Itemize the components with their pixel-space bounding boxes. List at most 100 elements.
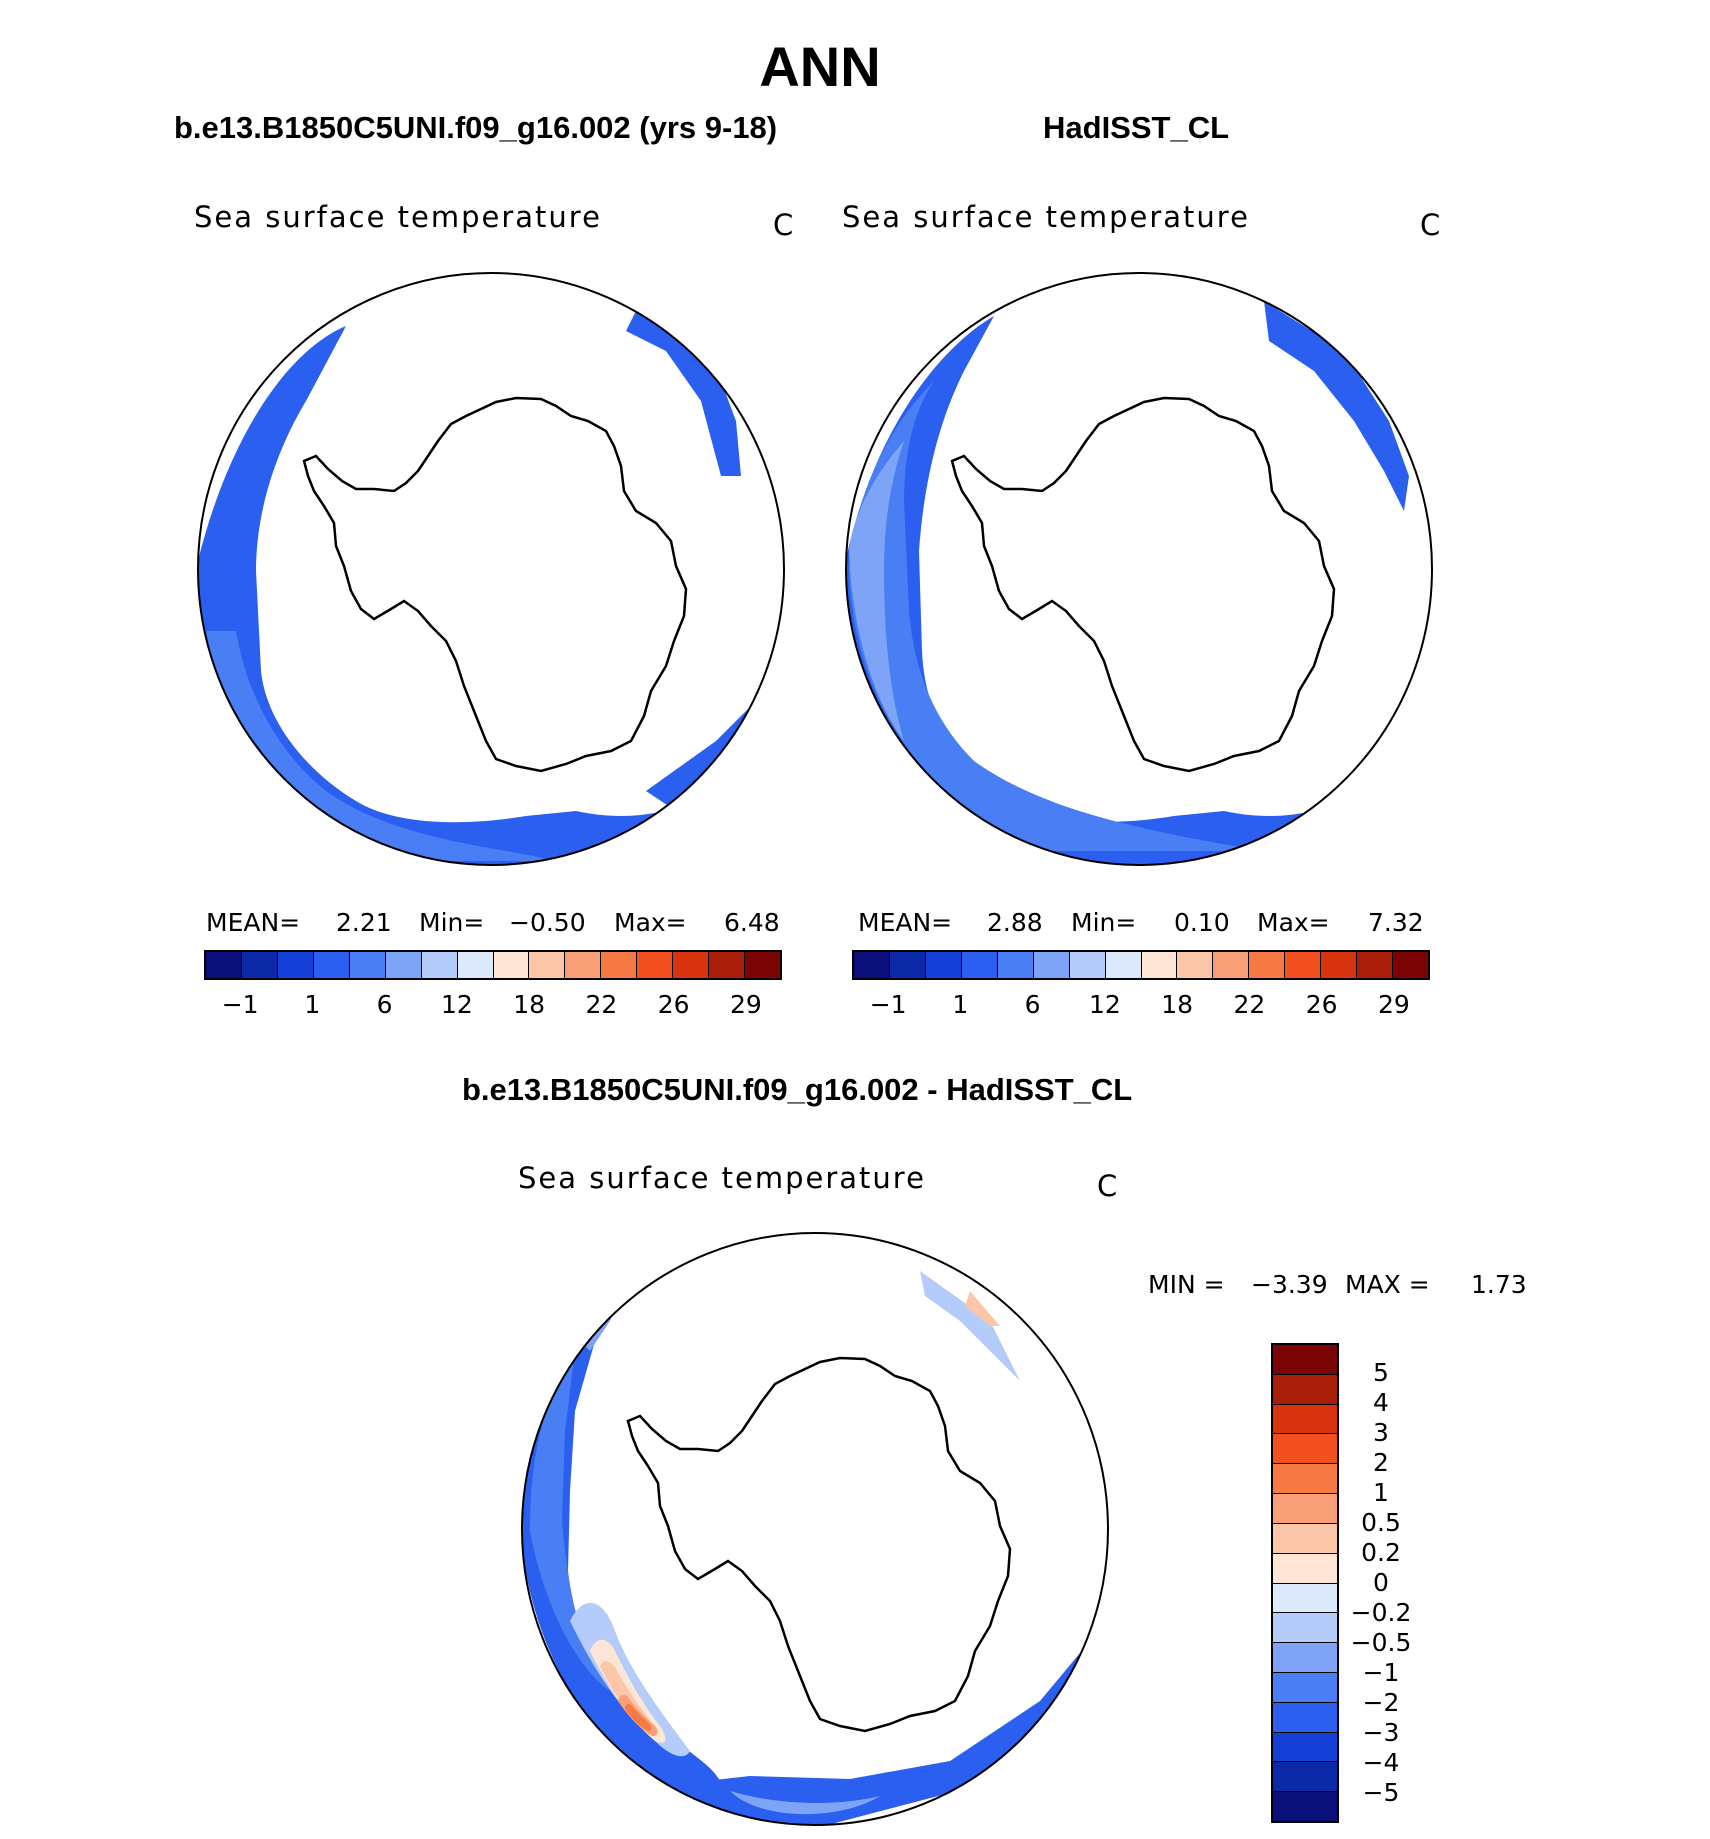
diff-colorbar-swatch bbox=[1273, 1672, 1337, 1703]
colorbar-swatch bbox=[493, 952, 530, 978]
colorbar-swatch bbox=[961, 952, 998, 978]
colorbar-swatch bbox=[1033, 952, 1070, 978]
colorbar-swatch bbox=[1105, 952, 1142, 978]
colorbar-swatch bbox=[1177, 952, 1214, 978]
panel2-antarctica-outline bbox=[950, 396, 1336, 773]
colorbar-tick-label: 22 bbox=[585, 990, 618, 1019]
panel1-polar-map bbox=[197, 272, 785, 866]
panel1-min-value: −0.50 bbox=[509, 908, 586, 937]
panel1-east-strip bbox=[626, 311, 741, 476]
colorbar-swatch bbox=[529, 952, 566, 978]
diff-colorbar-swatch bbox=[1273, 1643, 1337, 1673]
panel3-south-light bbox=[730, 1791, 880, 1815]
panel2-min-value: 0.10 bbox=[1174, 908, 1230, 937]
panel2-units: C bbox=[1420, 208, 1443, 242]
colorbar-tick-label: 6 bbox=[376, 990, 393, 1019]
colorbar-tick-label: 1 bbox=[304, 990, 321, 1019]
colorbar-swatch bbox=[889, 952, 926, 978]
diff-colorbar-tick-label: 4 bbox=[1373, 1388, 1389, 1417]
diff-colorbar-tick-label: −3 bbox=[1362, 1718, 1400, 1747]
colorbar-swatch bbox=[349, 952, 386, 978]
colorbar-swatch bbox=[421, 952, 458, 978]
colorbar-tick-label: −1 bbox=[869, 990, 907, 1019]
colorbar-swatch bbox=[385, 952, 422, 978]
panel2-mean-label: MEAN= bbox=[858, 908, 953, 937]
panel1-units: C bbox=[773, 208, 796, 242]
figure-title: ANN bbox=[759, 35, 881, 98]
colorbar-swatch bbox=[673, 952, 710, 978]
panel3-max-label: MAX = bbox=[1345, 1270, 1430, 1299]
colorbar-swatch bbox=[1357, 952, 1394, 978]
panel3-west-band bbox=[522, 1311, 720, 1791]
colorbar-swatch bbox=[1249, 952, 1286, 978]
colorbar-tick-label: 6 bbox=[1024, 990, 1041, 1019]
panel1-ocean-band bbox=[198, 326, 784, 865]
diff-colorbar bbox=[1271, 1343, 1339, 1823]
panel2-variable-title: Sea surface temperature bbox=[842, 200, 1250, 234]
diff-colorbar-tick-label: −4 bbox=[1362, 1748, 1400, 1777]
panel1-case-label: b.e13.B1850C5UNI.f09_g16.002 (yrs 9-18) bbox=[174, 110, 778, 145]
colorbar-tick-label: 26 bbox=[657, 990, 690, 1019]
colorbar-swatch bbox=[457, 952, 494, 978]
colorbar-tick-label: 26 bbox=[1305, 990, 1338, 1019]
panel2-polar-map bbox=[845, 272, 1433, 866]
panel3-west-band-mid bbox=[530, 1351, 610, 1691]
diff-colorbar-tick-label: −5 bbox=[1362, 1778, 1400, 1807]
colorbar-swatch bbox=[313, 952, 350, 978]
colorbar-tick-label: 22 bbox=[1233, 990, 1266, 1019]
panel1-min-label: Min= bbox=[419, 908, 485, 937]
diff-colorbar-swatch bbox=[1273, 1523, 1337, 1554]
diff-colorbar-swatch bbox=[1273, 1583, 1337, 1614]
panel1-antarctica-outline bbox=[302, 396, 688, 773]
panel3-min-value: −3.39 bbox=[1251, 1270, 1328, 1299]
panel3-warm-4 bbox=[625, 1703, 652, 1731]
diff-colorbar-tick-label: 1 bbox=[1373, 1478, 1389, 1507]
colorbar-tick-label: 12 bbox=[440, 990, 473, 1019]
panel3-case-label: b.e13.B1850C5UNI.f09_g16.002 - HadISST_C… bbox=[462, 1072, 1133, 1107]
colorbar-tick-label: 29 bbox=[1377, 990, 1410, 1019]
panel3-polar-map bbox=[521, 1232, 1109, 1826]
panel1-mean-value: 2.21 bbox=[336, 908, 392, 937]
diff-colorbar-tick-label: 0.2 bbox=[1361, 1538, 1401, 1567]
panel1-mean-label: MEAN= bbox=[206, 908, 301, 937]
diff-colorbar-tick-label: 0 bbox=[1373, 1568, 1389, 1597]
diff-colorbar-swatch bbox=[1273, 1702, 1337, 1733]
colorbar-swatch bbox=[997, 952, 1034, 978]
diff-colorbar-swatch bbox=[1273, 1762, 1337, 1793]
diff-colorbar-swatch bbox=[1273, 1732, 1337, 1763]
panel2-max-value: 7.32 bbox=[1368, 908, 1424, 937]
diff-colorbar-swatch bbox=[1273, 1404, 1337, 1435]
panel3-units: C bbox=[1097, 1169, 1120, 1203]
colorbar-swatch bbox=[206, 952, 242, 978]
panel1-se-strip bbox=[646, 651, 784, 811]
panel3-max-value: 1.73 bbox=[1471, 1270, 1527, 1299]
colorbar-swatch bbox=[1285, 952, 1322, 978]
diff-colorbar-swatch bbox=[1273, 1464, 1337, 1495]
colorbar-tick-label: 18 bbox=[513, 990, 546, 1019]
diff-colorbar-swatch bbox=[1273, 1553, 1337, 1584]
diff-colorbar-swatch bbox=[1273, 1374, 1337, 1405]
diff-colorbar-tick-label: −0.2 bbox=[1350, 1598, 1412, 1627]
colorbar-tick-label: 29 bbox=[729, 990, 762, 1019]
colorbar-swatch bbox=[1213, 952, 1250, 978]
colorbar-swatch bbox=[709, 952, 746, 978]
colorbar-swatch bbox=[277, 952, 314, 978]
panel1-max-value: 6.48 bbox=[724, 908, 780, 937]
panel1-colorbar bbox=[204, 950, 782, 980]
panel2-mean-value: 2.88 bbox=[987, 908, 1043, 937]
diff-colorbar-tick-label: −2 bbox=[1362, 1688, 1400, 1717]
diff-colorbar-swatch bbox=[1273, 1494, 1337, 1524]
panel2-colorbar bbox=[852, 950, 1430, 980]
diff-colorbar-tick-label: 0.5 bbox=[1361, 1508, 1401, 1537]
colorbar-swatch bbox=[1069, 952, 1106, 978]
colorbar-swatch bbox=[601, 952, 638, 978]
colorbar-swatch bbox=[1393, 952, 1428, 978]
panel3-variable-title: Sea surface temperature bbox=[518, 1161, 926, 1195]
panel1-ocean-band-inner bbox=[206, 631, 556, 861]
panel2-max-label: Max= bbox=[1257, 908, 1330, 937]
colorbar-swatch bbox=[745, 952, 780, 978]
diff-colorbar-tick-label: 2 bbox=[1373, 1448, 1389, 1477]
colorbar-swatch bbox=[925, 952, 962, 978]
panel1-max-label: Max= bbox=[614, 908, 687, 937]
colorbar-swatch bbox=[854, 952, 890, 978]
